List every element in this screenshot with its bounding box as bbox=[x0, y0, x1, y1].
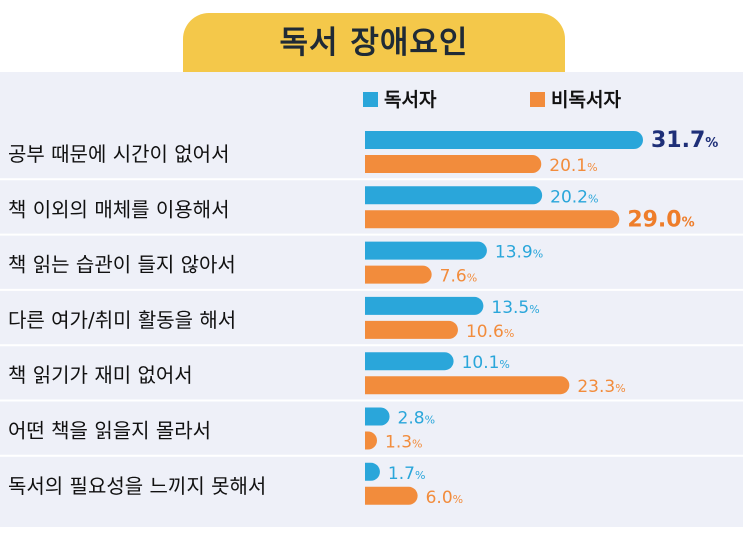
value-label-reader: 13.5% bbox=[491, 298, 539, 318]
title-tab bbox=[183, 13, 565, 73]
bar-reader bbox=[365, 462, 380, 481]
value-label-reader: 2.8% bbox=[398, 409, 436, 429]
value-label-reader: 10.1% bbox=[462, 353, 510, 373]
value-label-nonreader: 1.3% bbox=[385, 433, 423, 453]
legend-label-nonreader: 비독서자 bbox=[551, 89, 621, 111]
value-label-nonreader: 6.0% bbox=[426, 488, 464, 508]
category-label: 다른 여가/취미 활동을 해서 bbox=[8, 308, 236, 332]
value-label-nonreader: 7.6% bbox=[440, 267, 478, 287]
category-label: 책 읽기가 재미 없어서 bbox=[8, 363, 193, 387]
value-label-reader: 13.9% bbox=[495, 243, 543, 263]
category-label: 공부 때문에 시간이 없어서 bbox=[8, 142, 229, 166]
chart-title: 독서 장애요인 bbox=[279, 25, 469, 61]
category-label: 독서의 필요성을 느끼지 못해서 bbox=[8, 474, 266, 498]
bar-reader bbox=[365, 296, 484, 315]
value-label-nonreader: 20.1% bbox=[549, 156, 597, 176]
bar-nonreader bbox=[365, 486, 418, 505]
category-label: 어떤 책을 읽을지 몰라서 bbox=[8, 419, 211, 443]
bar-nonreader bbox=[365, 155, 542, 173]
bar-reader bbox=[365, 241, 487, 260]
bar-nonreader bbox=[365, 431, 377, 450]
value-label-nonreader: 10.6% bbox=[466, 322, 514, 342]
category-label: 책 읽는 습관이 들지 않아서 bbox=[8, 253, 236, 277]
bar-reader bbox=[365, 352, 454, 371]
legend-swatch-reader bbox=[363, 92, 378, 107]
bar-nonreader bbox=[365, 265, 432, 284]
legend-label-reader: 독서자 bbox=[384, 89, 437, 111]
bar-reader bbox=[365, 131, 643, 149]
value-label-nonreader: 29.0% bbox=[627, 207, 694, 232]
value-label-reader: 31.7% bbox=[651, 128, 718, 153]
value-label-reader: 1.7% bbox=[388, 464, 426, 484]
bar-nonreader bbox=[365, 376, 570, 395]
bar-reader bbox=[365, 186, 543, 205]
value-label-nonreader: 23.3% bbox=[577, 377, 625, 397]
legend-swatch-nonreader bbox=[530, 92, 545, 107]
value-label-reader: 20.2% bbox=[550, 187, 598, 207]
bar-reader bbox=[365, 407, 390, 426]
category-label: 책 이외의 매체를 이용해서 bbox=[8, 197, 229, 221]
bar-nonreader bbox=[365, 210, 620, 229]
bar-nonreader bbox=[365, 320, 458, 339]
